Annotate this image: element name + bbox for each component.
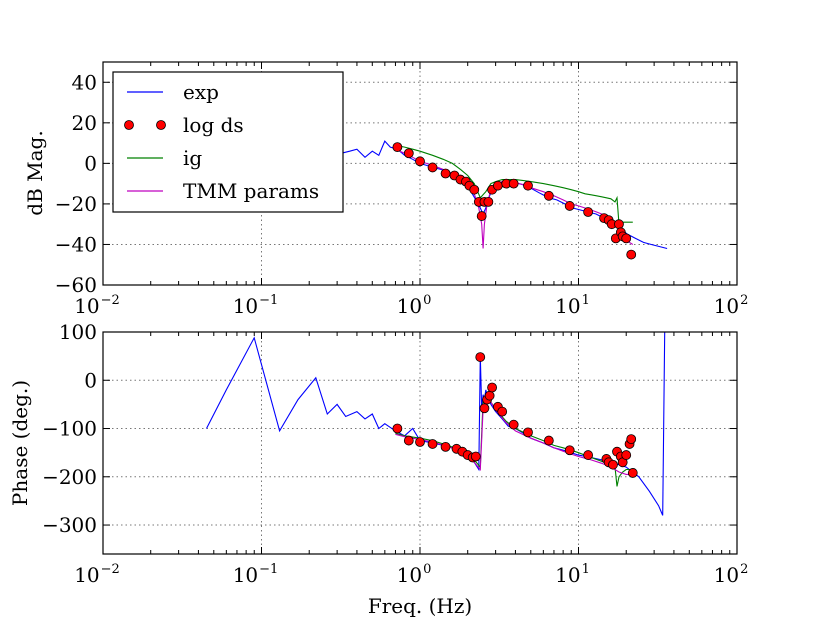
- log-ds-point: [403, 148, 414, 159]
- y-tick-label: −60: [55, 273, 97, 297]
- log-ds-point: [497, 406, 508, 417]
- tmm-params-series-line: [395, 396, 633, 475]
- x-tick-label: 10−1: [233, 562, 279, 587]
- log-ds-point: [440, 441, 451, 452]
- x-tick-label: 100: [397, 562, 432, 587]
- legend-label: ig: [183, 146, 202, 170]
- log-ds-point: [627, 468, 638, 478]
- x-tick-label: 102: [714, 293, 749, 318]
- y-tick-label: 100: [59, 320, 97, 344]
- log-ds-point: [626, 249, 637, 260]
- log-ds-point: [392, 142, 403, 153]
- log-ds-point: [487, 382, 497, 393]
- x-tick-label: 100: [397, 293, 432, 318]
- y-tick-label: 40: [72, 70, 97, 94]
- y-tick-label: −40: [55, 232, 97, 256]
- log-ds-point: [440, 168, 451, 179]
- log-ds-point: [621, 233, 632, 244]
- exp-series-line: [206, 332, 666, 516]
- x-tick-label: 10−2: [74, 293, 120, 318]
- y-tick-label: 20: [72, 111, 97, 135]
- x-tick-label: 10−2: [74, 562, 120, 587]
- phase-panel: 10−2 10−1 100 101 102 100 0 −100 −200 −300 Phase …: [8, 320, 748, 617]
- log-ds-point: [470, 451, 481, 462]
- phase-grid: [103, 332, 737, 554]
- log-ds-point: [543, 435, 554, 446]
- y-tick-label: −20: [55, 192, 97, 216]
- legend-marker: [156, 120, 166, 130]
- log-ds-point: [564, 445, 575, 456]
- log-ds-point: [508, 178, 519, 189]
- x-tick-label: 101: [555, 293, 590, 318]
- log-ds-point: [492, 180, 503, 191]
- legend-label: TMM params: [183, 179, 319, 203]
- y-tick-label: 0: [84, 151, 97, 175]
- log-ds-point: [626, 434, 637, 445]
- log-ds-point: [564, 201, 575, 211]
- log-ds-point: [523, 427, 533, 438]
- y-tick-label: −100: [42, 417, 97, 441]
- log-ds-point: [415, 156, 425, 167]
- log-ds-point: [403, 435, 414, 446]
- legend-box: [112, 71, 344, 213]
- frequency-x-axis-label: Freq. (Hz): [368, 594, 472, 617]
- legend-label: exp: [183, 80, 219, 104]
- log-ds-point: [543, 190, 554, 201]
- magnitude-ticks: 10−2 10−1 100 101 102 40 20 0 −20 −40 −60: [55, 62, 749, 318]
- log-ds-point: [583, 207, 594, 217]
- magnitude-series: [341, 140, 668, 260]
- legend-marker: [124, 120, 134, 130]
- log-ds-point: [392, 423, 403, 434]
- log-ds-point: [427, 439, 438, 449]
- x-tick-label: 102: [714, 562, 749, 587]
- log-ds-point: [608, 459, 618, 470]
- log-ds-point: [523, 180, 533, 191]
- log-ds-point: [479, 403, 490, 414]
- log-ds-point: [621, 450, 632, 460]
- log-ds-point: [427, 162, 438, 173]
- y-tick-label: −300: [42, 513, 97, 537]
- legend: exp log ds ig TMM params: [112, 71, 344, 213]
- log-ds-point: [484, 390, 495, 401]
- log-ds-point: [469, 184, 480, 195]
- phase-y-axis-label: Phase (deg.): [8, 380, 32, 506]
- x-tick-label: 101: [555, 562, 590, 587]
- phase-ticks: 10−2 10−1 100 101 102 100 0 −100 −200 −300: [42, 320, 748, 587]
- log-ds-point: [476, 211, 487, 221]
- y-tick-label: −200: [42, 465, 97, 489]
- log-ds-point: [508, 419, 519, 430]
- log-ds-point: [415, 437, 425, 447]
- magnitude-y-axis-label: dB Mag.: [23, 130, 47, 215]
- y-tick-label: 0: [84, 368, 97, 392]
- phase-series: [206, 332, 666, 516]
- legend-label: log ds: [183, 113, 244, 137]
- log-ds-point: [483, 196, 494, 207]
- log-ds-point: [614, 219, 624, 230]
- log-ds-point: [475, 352, 486, 362]
- x-tick-label: 10−1: [233, 293, 279, 318]
- log-ds-point: [583, 450, 594, 460]
